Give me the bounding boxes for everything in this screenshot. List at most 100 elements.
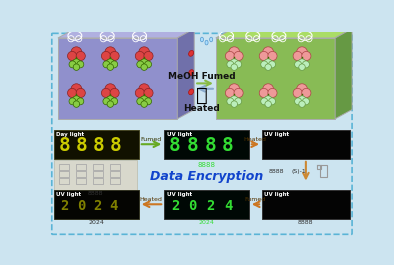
Text: Fumed: Fumed [244,197,266,202]
Circle shape [105,47,116,58]
Circle shape [110,51,119,61]
Circle shape [103,61,110,68]
Text: MeOH Fumed: MeOH Fumed [168,72,236,81]
Text: 8: 8 [169,136,181,155]
Circle shape [145,98,152,105]
Text: 8: 8 [222,136,234,155]
Circle shape [263,47,273,58]
Bar [58,38,177,119]
Circle shape [261,98,268,105]
Text: 2: 2 [206,199,215,213]
Circle shape [269,98,275,105]
Circle shape [230,96,238,104]
Bar [76,164,86,170]
Circle shape [234,88,243,98]
Circle shape [73,101,80,107]
Ellipse shape [189,89,194,95]
Circle shape [111,98,118,105]
Bar [110,171,120,177]
Text: 8: 8 [59,136,71,155]
Text: 8: 8 [187,136,199,155]
Bar [93,164,103,170]
Text: Day light: Day light [56,132,85,137]
Bar [110,164,120,170]
Circle shape [105,84,116,95]
Text: 0: 0 [77,199,85,213]
Circle shape [230,59,238,67]
Circle shape [135,88,145,98]
Circle shape [264,59,272,67]
Text: 2: 2 [171,199,179,213]
Circle shape [265,101,271,107]
Ellipse shape [210,37,213,42]
Text: 8888: 8888 [197,162,216,168]
Text: Heated: Heated [243,137,266,142]
Circle shape [231,64,238,70]
Circle shape [298,96,306,104]
Circle shape [107,101,113,107]
Text: Fumed: Fumed [141,137,162,142]
Circle shape [144,88,153,98]
Circle shape [299,101,305,107]
Text: Heated: Heated [184,104,220,113]
Circle shape [72,96,80,104]
Bar [59,164,69,170]
Circle shape [139,47,150,58]
Text: UV light: UV light [264,132,290,137]
Bar [317,165,321,169]
Circle shape [297,84,307,95]
Text: 2: 2 [93,199,101,213]
Circle shape [111,61,118,68]
Ellipse shape [189,50,194,56]
Bar [54,160,137,190]
Circle shape [302,88,311,98]
Bar [54,130,139,159]
Circle shape [67,88,77,98]
Circle shape [110,88,119,98]
Circle shape [144,51,153,61]
Circle shape [229,47,240,58]
Circle shape [106,96,114,104]
Bar [76,171,86,177]
Circle shape [137,98,144,105]
Text: UV light: UV light [167,132,191,137]
Circle shape [72,59,80,67]
Bar [320,165,327,177]
Circle shape [298,59,306,67]
Circle shape [76,88,85,98]
Circle shape [295,98,301,105]
Circle shape [268,51,277,61]
Circle shape [225,51,234,61]
Circle shape [235,98,242,105]
Text: Data Encryption: Data Encryption [150,170,263,183]
Text: UV light: UV light [167,192,191,197]
Bar [59,171,69,177]
Circle shape [140,59,148,67]
Circle shape [225,88,234,98]
Circle shape [261,61,268,68]
Circle shape [303,98,309,105]
Bar [262,130,350,159]
Circle shape [77,61,84,68]
Circle shape [140,96,148,104]
Text: 8: 8 [76,136,88,155]
Circle shape [69,61,76,68]
Text: 4: 4 [224,199,232,213]
Bar [262,190,350,219]
Circle shape [259,51,268,61]
Text: UV light: UV light [56,192,82,197]
Text: 🔥: 🔥 [196,85,208,104]
Circle shape [137,61,144,68]
Ellipse shape [201,37,203,42]
Bar [110,178,120,184]
Circle shape [227,61,234,68]
Circle shape [235,61,242,68]
Circle shape [295,61,301,68]
Circle shape [103,98,110,105]
Circle shape [263,84,273,95]
Bar [59,178,69,184]
Text: UV light: UV light [264,192,290,197]
Text: 2024: 2024 [89,220,104,226]
Circle shape [101,88,111,98]
Polygon shape [335,29,352,119]
